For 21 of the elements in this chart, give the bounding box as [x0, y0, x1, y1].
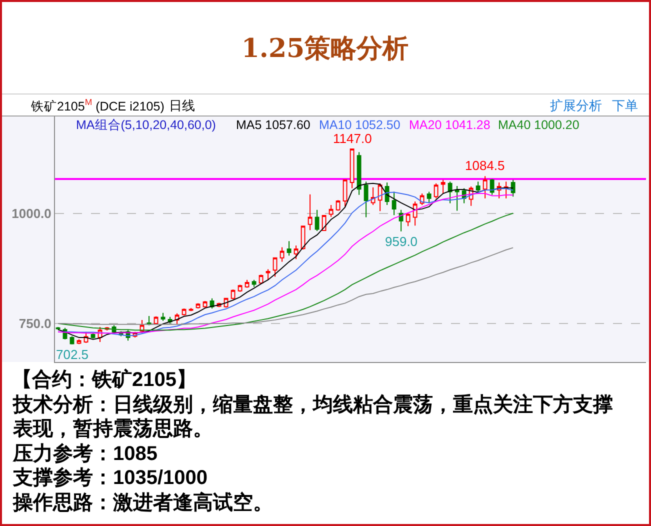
text: 支撑参考：1035/1000 — [12, 466, 208, 489]
text: MA10 1052.50 — [319, 118, 400, 132]
text: 扩展分析 — [550, 98, 602, 113]
legend-title: MA组合(5,10,20,40,60,0) — [76, 118, 216, 132]
text: 压力参考：1085 — [12, 442, 158, 465]
text: 日线 — [169, 98, 195, 113]
annotation: 959.0 — [385, 234, 418, 249]
y-tick-label: 1000.0 — [12, 206, 52, 221]
text: 下单 — [612, 98, 638, 113]
text: MA5 1057.60 — [236, 118, 310, 132]
text: 技术分析：日线级别，缩量盘整，均线粘合震荡，重点关注下方支撑表现，暂持震荡思路。 — [12, 393, 613, 440]
annotation: 702.5 — [56, 347, 89, 362]
text: 操作思路：激进者逢高试空。 — [12, 491, 273, 514]
annotation: 1147.0 — [333, 131, 372, 146]
text: MA40 1000.20 — [498, 118, 580, 132]
chart-subtitle: 铁矿2105$^{M}$ (DCE i2105) — [30, 97, 164, 114]
chart-title: 1.25策略分析 — [241, 34, 409, 64]
text: MA20 1041.28 — [409, 118, 490, 132]
annotation: 1084.5 — [465, 158, 505, 173]
y-tick-label: 750.0 — [18, 316, 52, 332]
text: 【合约：铁矿2105】 — [12, 368, 196, 391]
